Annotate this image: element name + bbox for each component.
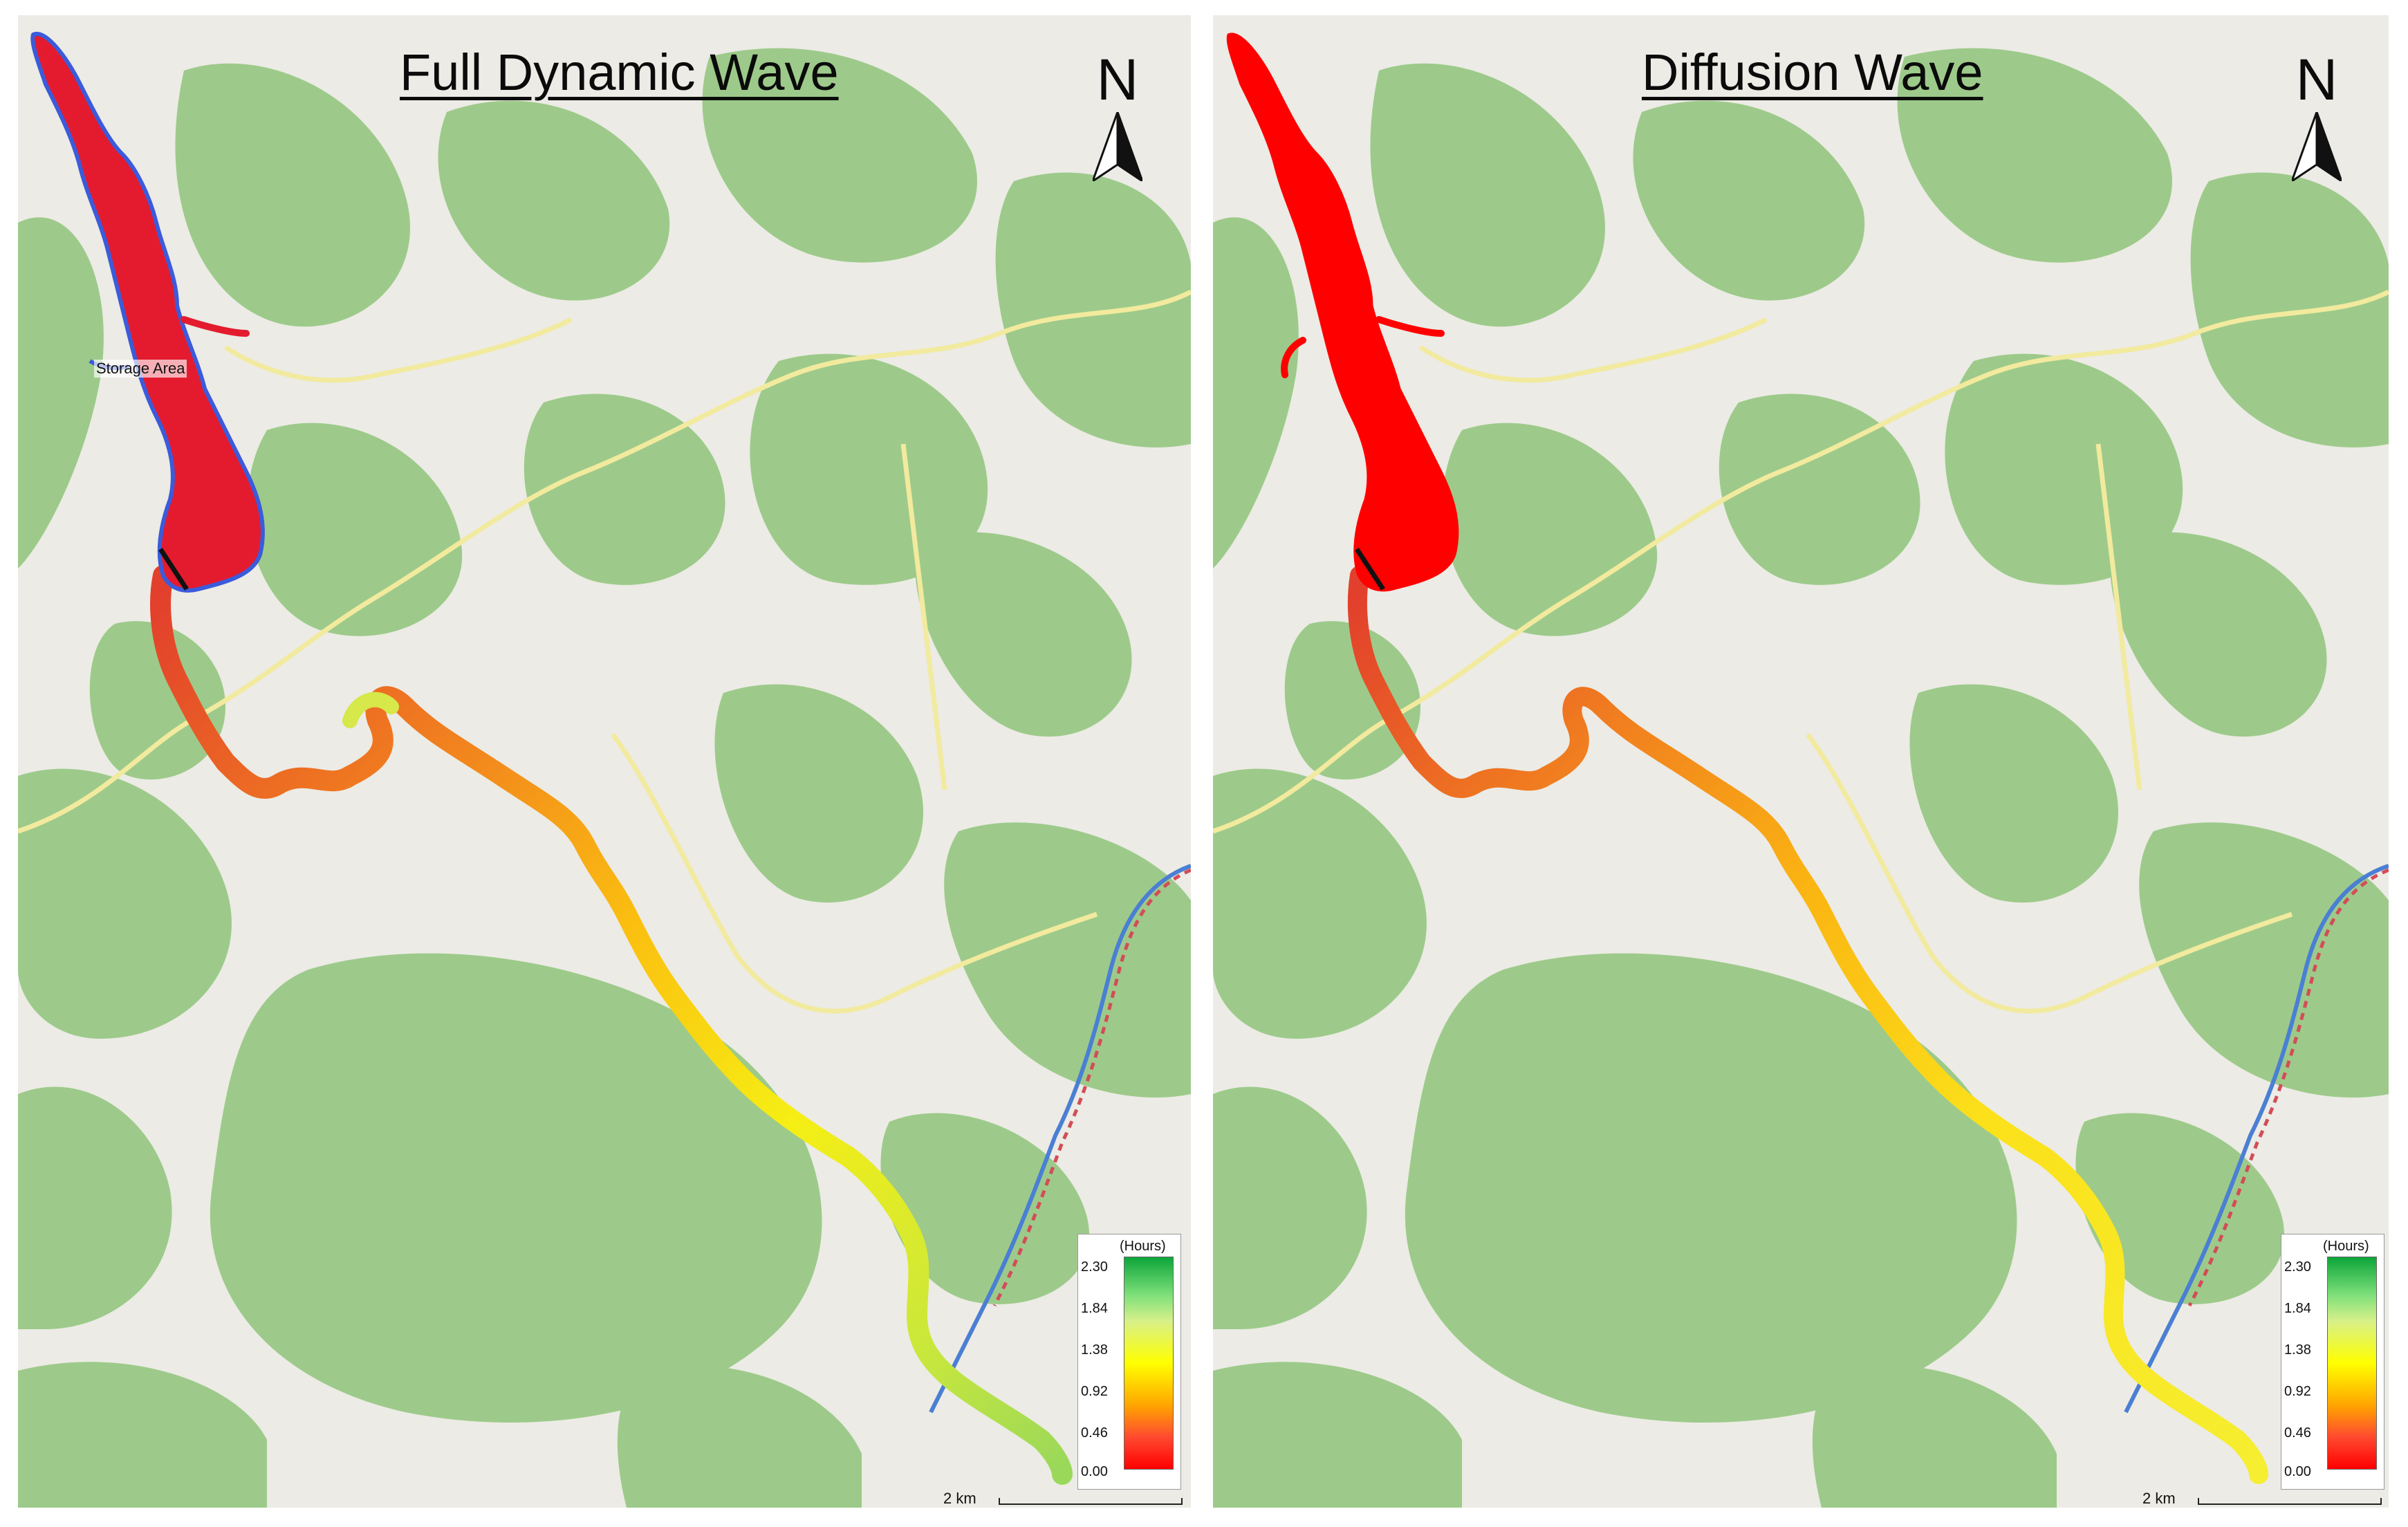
- legend-tick: 0.92: [2284, 1384, 2311, 1399]
- legend-tick: 0.92: [1081, 1384, 1108, 1399]
- legend-tick: 0.00: [2284, 1464, 2311, 1479]
- dam-line: [1355, 548, 1385, 591]
- scale-label: 2 km: [943, 1490, 976, 1507]
- legend-tick: 1.38: [2284, 1342, 2311, 1358]
- reservoir-branch: [180, 316, 250, 337]
- forest-areas: [18, 48, 1191, 1508]
- legend-tick: 1.84: [1081, 1301, 1108, 1316]
- legend-color-bar: [2327, 1257, 2377, 1470]
- legend-tick: 2.30: [2284, 1259, 2311, 1275]
- river: [2124, 864, 2389, 1414]
- forest-areas: [1213, 48, 2389, 1508]
- scale-label: 2 km: [2142, 1490, 2176, 1507]
- reservoir-storage-area: [30, 32, 265, 593]
- north-arrow-icon: [1093, 112, 1142, 181]
- north-arrow: N: [1083, 48, 1152, 187]
- flood-branch: [342, 692, 399, 728]
- map-panel-diffusion-wave: Diffusion Wave N (Hours) 2.30 1.84 1.38 …: [1213, 15, 2389, 1508]
- legend-tick: 0.00: [1081, 1464, 1108, 1479]
- arrival-time-legend: (Hours) 2.30 1.84 1.38 0.92 0.46 0.00: [2281, 1234, 2384, 1490]
- scale-bar-line: [2198, 1498, 2382, 1505]
- scale-bar: 2 km: [943, 1490, 1189, 1508]
- river: [929, 864, 1191, 1414]
- reservoir-storage-area: [1226, 33, 1459, 592]
- north-letter: N: [1096, 47, 1139, 112]
- legend-tick: 0.46: [2284, 1425, 2311, 1441]
- dam-line: [158, 548, 189, 591]
- north-letter: N: [2295, 47, 2338, 112]
- legend-tick: 1.84: [2284, 1301, 2311, 1316]
- north-arrow: N: [2282, 48, 2351, 187]
- panel-title: Diffusion Wave: [1642, 44, 1983, 101]
- legend-color-bar: [1124, 1257, 1174, 1470]
- arrival-time-legend: (Hours) 2.30 1.84 1.38 0.92 0.46 0.00: [1077, 1234, 1181, 1490]
- legend-unit: (Hours): [2323, 1239, 2369, 1254]
- storage-area-label: Storage Area: [94, 360, 187, 378]
- scale-bar: 2 km: [2142, 1490, 2389, 1508]
- panel-title: Full Dynamic Wave: [400, 44, 839, 101]
- legend-unit: (Hours): [1120, 1239, 1166, 1254]
- admin-border: [2187, 868, 2389, 1307]
- legend-tick: 1.38: [1081, 1342, 1108, 1358]
- admin-border: [992, 868, 1191, 1307]
- scale-bar-line: [999, 1498, 1183, 1505]
- reservoir-branch: [1376, 316, 1445, 337]
- legend-tick: 2.30: [1081, 1259, 1108, 1275]
- legend-tick: 0.46: [1081, 1425, 1108, 1441]
- basemap: [1213, 15, 2389, 1508]
- north-arrow-icon: [2292, 112, 2342, 181]
- map-panel-full-dynamic-wave: Full Dynamic Wave N Storage Area (Hours)…: [18, 15, 1191, 1508]
- basemap: [18, 15, 1191, 1508]
- flood-arrival-path: [1347, 566, 2268, 1484]
- flood-arrival-path: [150, 565, 1073, 1485]
- reservoir-branch: [1281, 337, 1306, 378]
